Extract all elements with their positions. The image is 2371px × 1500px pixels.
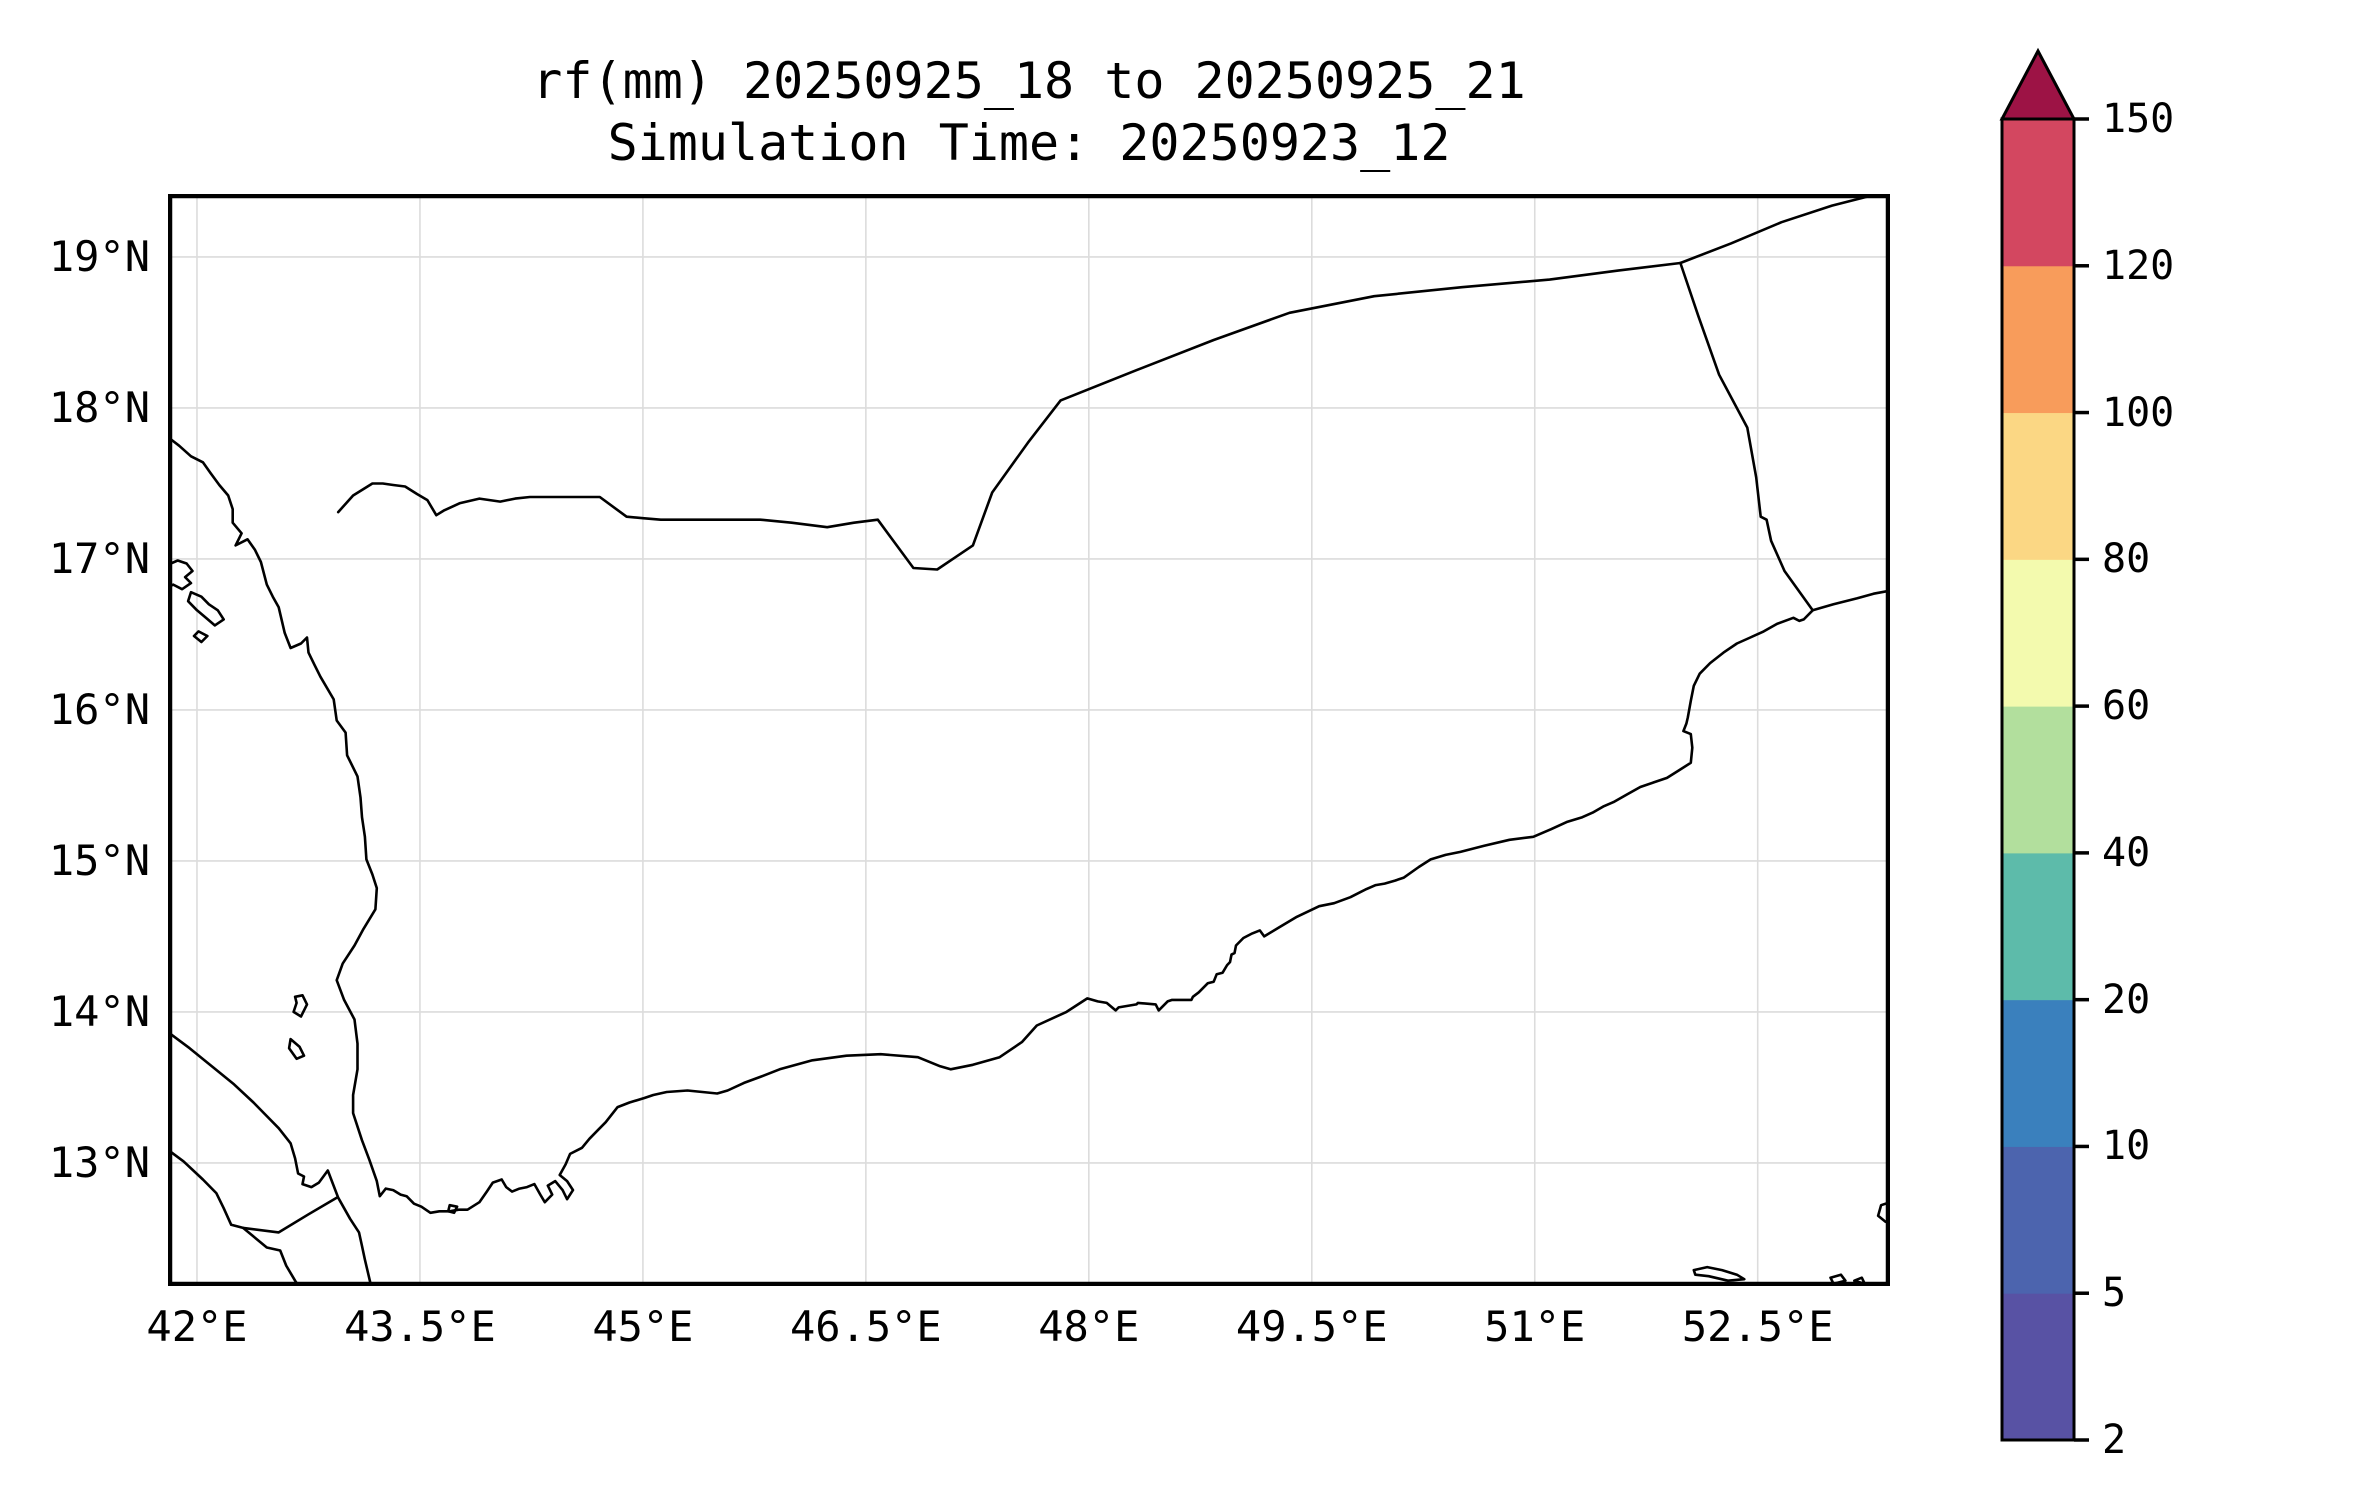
colorbar-tick-label: 40 <box>2102 829 2151 876</box>
x-tick-label: 43.5°E <box>344 1302 496 1351</box>
y-tick-label: 18°N <box>48 382 150 432</box>
island-perim-island <box>446 1203 459 1215</box>
island-farasan-island-c <box>192 630 209 644</box>
border-saudi-oman-border <box>1679 194 1881 265</box>
border-eritrea-djibouti-border <box>241 1196 338 1234</box>
map-lines <box>168 194 1890 1286</box>
island-islet-a <box>1829 1273 1847 1285</box>
gridlines <box>168 194 1890 1286</box>
colorbar-tick-label: 2 <box>2102 1417 2127 1463</box>
border-eritrea-ethiopia-djibouti-border <box>168 1148 300 1286</box>
colorbar-band-60-80 <box>2002 559 2074 707</box>
colorbar-band-10-20 <box>2002 999 2074 1147</box>
x-tick-label: 46.5°E <box>790 1302 942 1351</box>
border-saudi-yemen-border <box>336 261 1682 571</box>
title-line2: Simulation Time: 20250923_12 <box>607 114 1451 172</box>
border-yemen-oman-border <box>1679 261 1814 612</box>
coastline-africa-red-sea-coast <box>168 1030 373 1286</box>
island-zuqar-island <box>292 994 309 1018</box>
colorbar-band-20-40 <box>2002 852 2074 1001</box>
island-farasan-island-b <box>186 590 225 627</box>
map-canvas <box>168 194 1890 1286</box>
colorbar-tick-label: 60 <box>2102 683 2151 730</box>
y-tick-label: 19°N <box>48 231 150 281</box>
x-tick-label: 42°E <box>146 1302 248 1351</box>
plot-frame <box>168 194 1890 1286</box>
colorbar <box>1999 47 2089 1442</box>
colorbar-band-100-120 <box>2002 265 2074 414</box>
island-hanish-island <box>287 1037 306 1061</box>
colorbar-band-2-5 <box>2002 1293 2074 1441</box>
colorbar-tick-label: 100 <box>2102 389 2175 436</box>
figure-title: rf(mm) 20250925_18 to 20250925_21 Simula… <box>168 50 1890 174</box>
colorbar-tick-label: 5 <box>2102 1270 2127 1317</box>
colorbar-band-80-100 <box>2002 412 2074 560</box>
colorbar-outline <box>2000 117 2076 1442</box>
y-tick-label: 15°N <box>48 835 150 885</box>
colorbar-tick-label: 10 <box>2102 1123 2151 1170</box>
colorbar-band-40-60 <box>2002 706 2074 854</box>
y-tick-label: 16°N <box>48 684 150 734</box>
x-tick-label: 52.5°E <box>1681 1302 1834 1351</box>
colorbar-band-120-150 <box>2002 119 2074 267</box>
y-tick-label: 13°N <box>48 1137 150 1187</box>
title-line1: rf(mm) 20250925_18 to 20250925_21 <box>532 52 1526 110</box>
colorbar-band-5-10 <box>2002 1146 2074 1294</box>
colorbar-tick-label: 120 <box>2102 242 2175 289</box>
colorbar-tick-label: 150 <box>2102 96 2175 142</box>
x-tick-label: 49.5°E <box>1235 1302 1388 1351</box>
colorbar-tick-label: 80 <box>2102 536 2151 583</box>
coastline-yemen-red-sea-and-south-coast <box>168 435 1890 1215</box>
colorbar-extend-max-triangle <box>1999 47 2077 121</box>
x-tick-label: 45°E <box>592 1302 694 1351</box>
colorbar-tick-label: 20 <box>2102 976 2151 1023</box>
y-tick-label: 17°N <box>48 533 150 583</box>
x-tick-label: 51°E <box>1484 1302 1586 1351</box>
y-tick-label: 14°N <box>48 986 150 1036</box>
island-abd-al-kuri-island <box>1692 1265 1746 1282</box>
map-plot-area <box>168 194 1890 1286</box>
x-tick-label: 48°E <box>1038 1302 1140 1351</box>
